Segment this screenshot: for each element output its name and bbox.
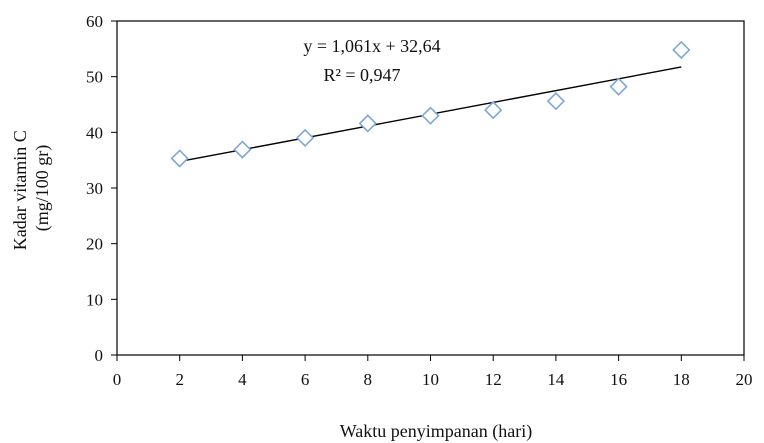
x-tick-label: 20	[736, 370, 753, 389]
data-points	[170, 40, 691, 168]
data-point	[484, 100, 503, 120]
r-squared-label: R² = 0,947	[323, 65, 400, 85]
y-tick-label: 30	[86, 179, 103, 198]
trendline-equation: y = 1,061x + 32,64	[303, 36, 440, 56]
y-tick-label: 50	[86, 68, 103, 87]
data-point	[609, 77, 628, 96]
data-point	[295, 128, 315, 148]
data-point	[358, 114, 377, 133]
y-tick-label: 20	[86, 235, 103, 254]
y-axis-title-line-2: (mg/100 gr)	[32, 145, 53, 231]
x-tick-label: 12	[485, 370, 502, 389]
data-point	[170, 149, 189, 168]
y-axis-title-line-1: Kadar vitamin C	[10, 130, 30, 250]
x-tick-label: 14	[547, 370, 565, 389]
y-tick-label: 10	[86, 290, 103, 309]
x-axis-ticks: 0 2 4 6 8 10 12 14 16 18 20	[113, 355, 753, 389]
plot-area-frame	[116, 20, 745, 356]
data-point	[233, 140, 252, 159]
x-tick-label: 0	[113, 370, 122, 389]
data-point	[421, 106, 440, 125]
x-axis-title: Waktu penyimpanan (hari)	[340, 421, 532, 442]
y-tick-label: 0	[95, 346, 104, 365]
x-tick-label: 16	[610, 370, 627, 389]
x-tick-label: 10	[422, 370, 439, 389]
y-tick-label: 40	[86, 123, 103, 142]
y-axis-ticks: 0 10 20 30 40 50 60	[86, 12, 117, 365]
x-tick-label: 6	[301, 370, 310, 389]
y-tick-label: 60	[86, 12, 103, 31]
data-point	[672, 40, 691, 60]
x-tick-label: 2	[175, 370, 184, 389]
x-tick-label: 4	[238, 370, 247, 389]
x-tick-label: 18	[673, 370, 690, 389]
data-point	[546, 92, 566, 111]
x-tick-label: 8	[364, 370, 373, 389]
y-axis-title: Kadar vitamin C (mg/100 gr)	[10, 126, 53, 250]
